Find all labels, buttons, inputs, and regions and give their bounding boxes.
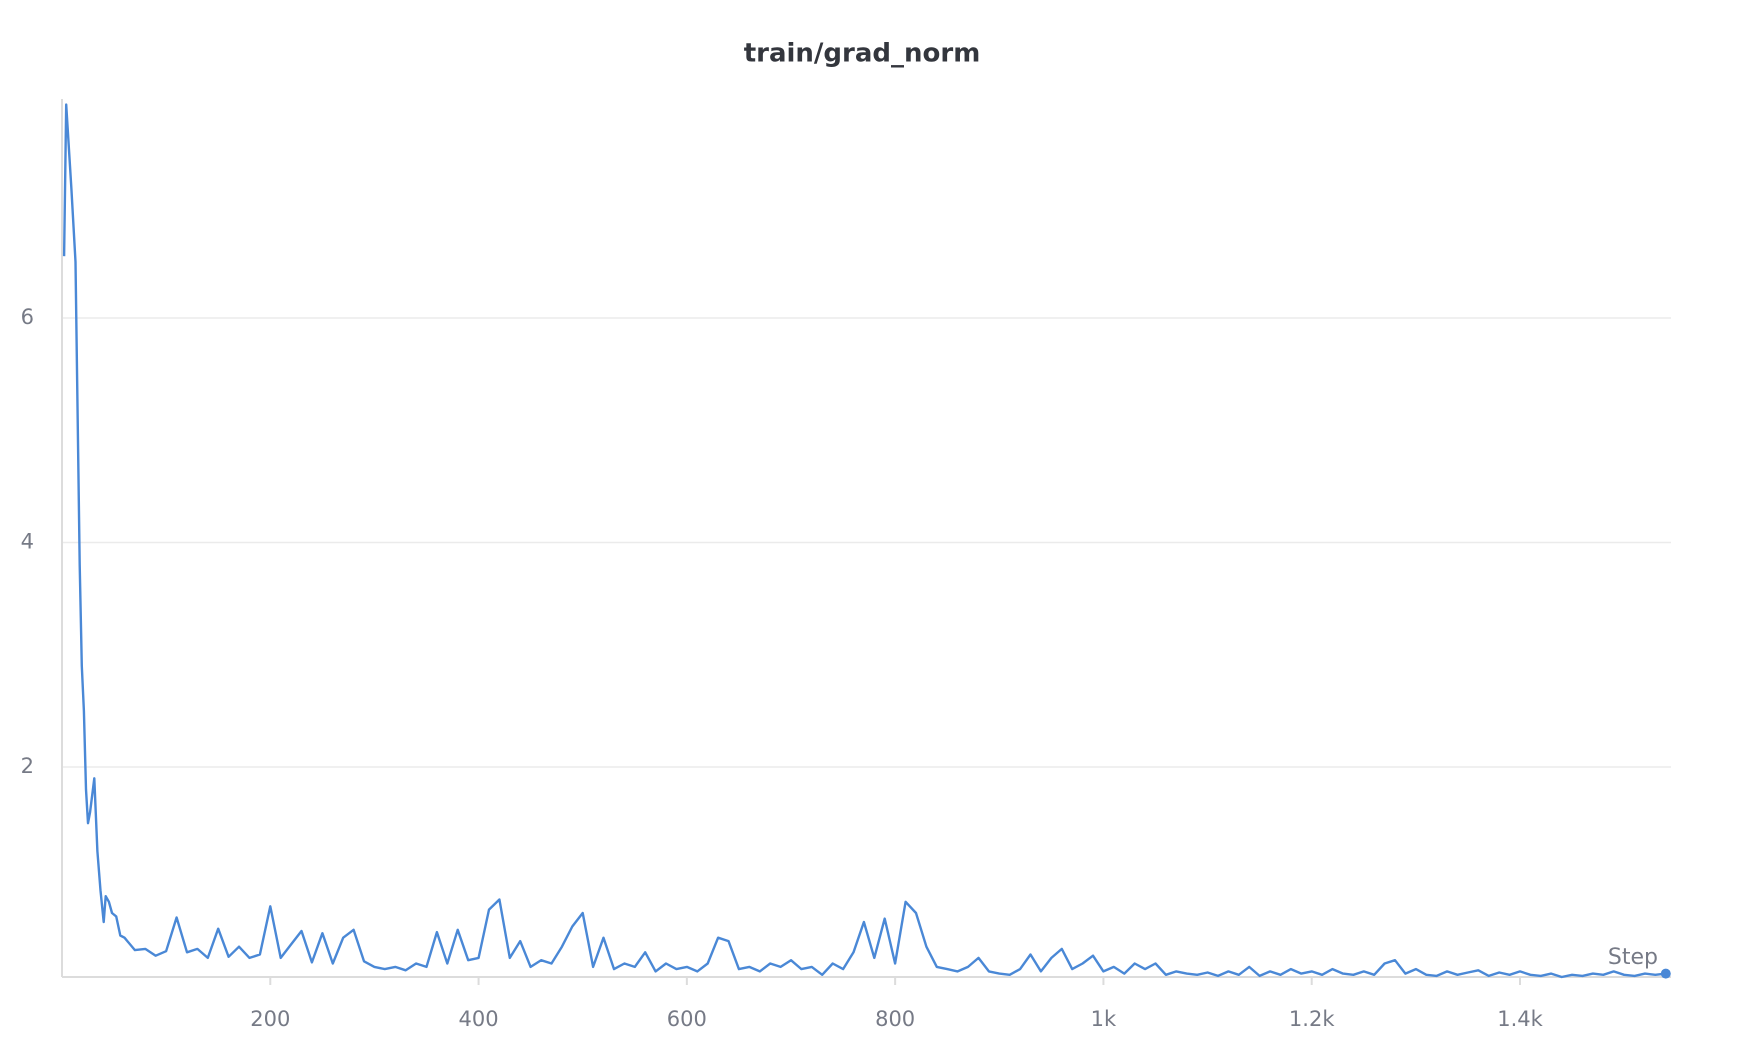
y-tick-label: 2 [21,754,34,778]
x-tick-label: 1k [1091,1007,1117,1031]
end-point [1660,968,1671,979]
y-tick-label: 6 [21,305,34,329]
x-tick-label: 400 [459,1007,499,1031]
x-tick-label: 800 [875,1007,915,1031]
chart-title: train/grad_norm [744,39,981,69]
x-tick-label: 600 [667,1007,707,1031]
x-tick-label: 1.2k [1289,1007,1335,1031]
x-tick-label: 1.4k [1497,1007,1543,1031]
x-axis-label: Step [1608,945,1658,970]
y-tick-label: 4 [21,529,34,553]
line-series [62,103,1666,979]
x-tick-label: 200 [250,1007,290,1031]
